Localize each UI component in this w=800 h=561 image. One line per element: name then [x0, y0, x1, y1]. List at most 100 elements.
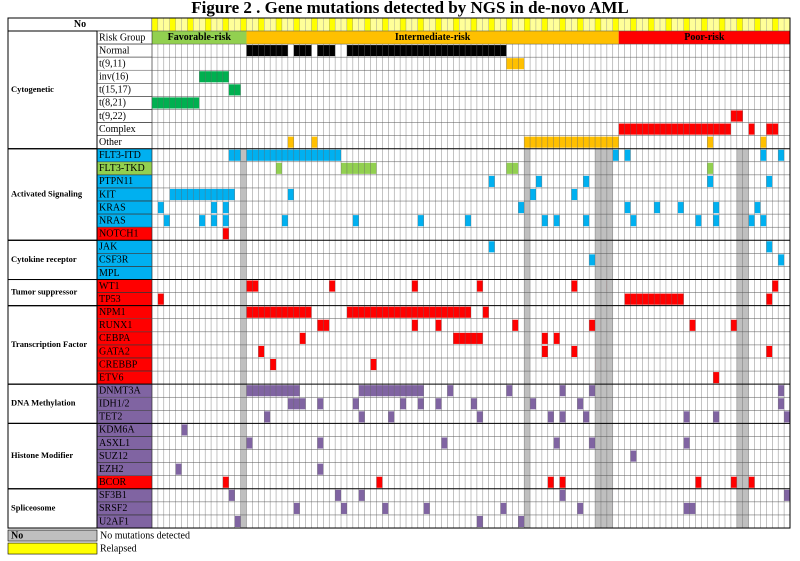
mutation-cell — [211, 202, 217, 214]
mutation-cell — [311, 149, 318, 161]
patient-header — [210, 17, 218, 32]
mutation-cell — [471, 45, 477, 57]
mutation-cell — [630, 450, 637, 462]
mutation-cell — [352, 398, 359, 410]
mutation-cell — [435, 319, 442, 331]
row-label: ETV6 — [99, 372, 123, 383]
mutation-cell — [388, 306, 395, 318]
row-label: DNMT3A — [99, 385, 141, 396]
patient-header — [612, 17, 619, 32]
legend-swatch — [7, 529, 98, 542]
mutation-cell — [612, 149, 619, 161]
row-label: SRSF2 — [99, 503, 127, 514]
mutation-cell — [311, 136, 318, 148]
row-label: KRAS — [99, 202, 126, 213]
mutation-cell — [175, 97, 182, 109]
mutation-cell — [535, 136, 542, 148]
mutation-cell — [323, 45, 330, 57]
mutation-cell — [252, 280, 259, 292]
mutation-cell — [447, 306, 454, 318]
mutation-cell — [287, 188, 294, 201]
mutation-cell — [760, 136, 767, 148]
mutation-cell — [772, 123, 779, 135]
patient-header — [228, 17, 235, 32]
mutation-cell — [476, 411, 483, 423]
patient-header — [736, 17, 743, 32]
mutation-cell — [677, 202, 684, 214]
patient-header — [665, 17, 673, 32]
mutation-cell — [411, 280, 418, 292]
mutation-cell — [553, 215, 560, 227]
mutation-cell — [299, 332, 306, 344]
mutation-cell — [784, 411, 790, 423]
mutation-cell — [435, 398, 442, 410]
mutation-cell — [600, 136, 607, 148]
patient-header — [199, 17, 206, 32]
mutation-cell — [388, 411, 395, 423]
mutation-cell — [234, 515, 241, 528]
mutation-cell — [222, 215, 229, 227]
mutation-cell — [341, 502, 347, 514]
patient-header — [205, 17, 212, 32]
mutation-cell — [465, 45, 471, 57]
mutation-cell — [270, 306, 277, 318]
group-label: Activated Signaling — [11, 188, 83, 198]
mutation-cell — [713, 123, 720, 135]
mutation-cell — [423, 306, 430, 318]
mutation-cell — [671, 293, 678, 305]
mutation-cell — [293, 306, 300, 318]
mutation-cell — [465, 215, 471, 227]
mutation-cell — [471, 398, 477, 410]
mutation-cell — [193, 188, 200, 201]
patient-header — [642, 17, 649, 32]
mutation-cell — [435, 306, 442, 318]
mutation-cell — [766, 241, 773, 253]
header-label: No — [74, 19, 86, 30]
mutation-cell — [778, 254, 785, 266]
patient-header — [429, 17, 436, 32]
patient-header — [488, 17, 495, 32]
patient-header — [742, 17, 749, 32]
row-label: ASXL1 — [99, 438, 130, 449]
mutation-cell — [175, 188, 182, 201]
mutation-cell — [636, 123, 643, 135]
mutation-cell — [335, 489, 342, 501]
mutation-cell — [364, 162, 371, 174]
mutation-cell — [276, 45, 282, 57]
mutation-cell — [216, 71, 223, 83]
mutation-cell — [766, 293, 773, 305]
mutation-cell — [211, 215, 217, 227]
mutation-cell — [352, 45, 359, 57]
mutation-cell — [252, 385, 259, 397]
group-label: Transcription Factor — [11, 339, 87, 349]
patient-header — [246, 17, 253, 32]
mutation-cell — [748, 123, 755, 135]
legend-swatch — [7, 542, 98, 555]
mutation-cell — [323, 149, 330, 161]
mutation-cell — [276, 149, 282, 161]
mutation-cell — [346, 162, 353, 174]
patient-header — [275, 17, 283, 32]
patient-header — [399, 17, 407, 32]
mutation-cell — [707, 136, 714, 148]
mutation-cell — [559, 385, 566, 397]
mutation-cell — [589, 385, 596, 397]
mutation-cell — [713, 372, 720, 384]
mutation-cell — [258, 45, 265, 57]
mutation-cell — [246, 45, 253, 57]
patient-header — [541, 17, 548, 32]
mutation-cell — [411, 45, 418, 57]
patient-header — [683, 17, 690, 32]
patient-header — [317, 17, 324, 32]
mutation-cell — [175, 463, 182, 475]
mutation-cell — [329, 280, 336, 292]
mutation-cell — [589, 319, 596, 331]
mutation-cell — [725, 123, 731, 135]
mutation-cell — [281, 149, 288, 161]
row-label: NRAS — [99, 215, 126, 226]
patient-header — [630, 17, 637, 32]
patient-header — [417, 17, 424, 32]
mutation-cell — [707, 123, 714, 135]
row-label: t(15,17) — [99, 85, 131, 96]
